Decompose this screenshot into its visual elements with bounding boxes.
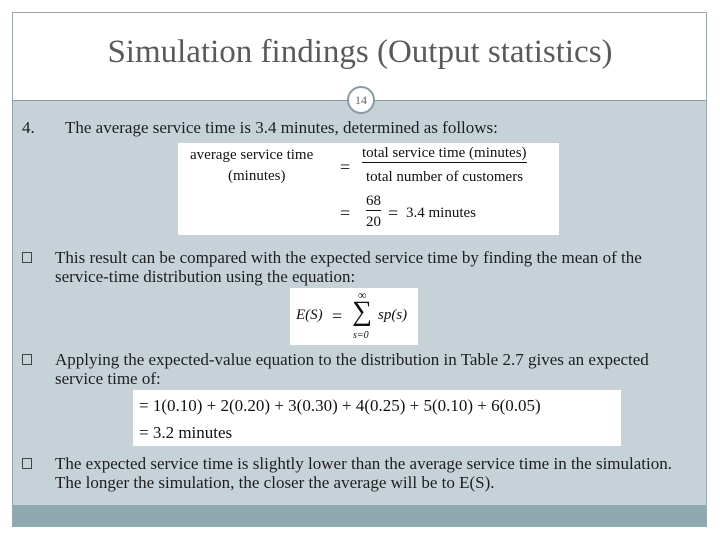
item-text: The expected service time is slightly lo… — [55, 454, 672, 492]
bullet — [22, 354, 32, 365]
item-text: The average service time is 3.4 minutes,… — [65, 118, 498, 137]
eq-text: 68 — [366, 193, 381, 211]
title: Simulation findings (Output statistics) — [107, 34, 613, 70]
equation: = 1(0.10) + 2(0.20) + 3(0.30) + 4(0.25) … — [133, 390, 621, 446]
eq-text: = — [332, 306, 343, 326]
eq-text: = 1(0.10) + 2(0.20) + 3(0.30) + 4(0.25) … — [139, 396, 541, 415]
item-text: Applying the expected-value equation to … — [55, 350, 649, 388]
eq-text: sp(s) — [378, 307, 408, 323]
eq-text: = — [340, 157, 351, 177]
bullet — [22, 252, 32, 263]
eq-text: total number of customers — [366, 169, 524, 185]
eq-text: = — [340, 203, 351, 223]
eq-text: average service time — [190, 147, 314, 163]
eq-text: = 3.2 minutes — [139, 423, 233, 442]
eq-text: total service time (minutes) — [362, 145, 527, 163]
item-text: This result can be compared with the exp… — [55, 248, 642, 286]
eq-text: 20 — [366, 214, 381, 230]
eq-text: 3.4 minutes — [406, 205, 476, 221]
eq-text: = — [388, 203, 399, 223]
eq-text: E(S) — [296, 307, 323, 323]
eq-text: ∑ — [352, 296, 372, 327]
eq-text: s=0 — [353, 330, 369, 341]
eq-text: ∞ — [358, 288, 367, 302]
bullet — [22, 458, 32, 469]
item-marker: 4. — [22, 118, 35, 137]
eq-text: (minutes) — [228, 168, 286, 184]
page-number: 14 — [347, 86, 375, 114]
equation: average service time (minutes) = total s… — [178, 143, 559, 235]
footer-bar — [13, 505, 706, 527]
equation: E(S) = ∞ ∑ s=0 sp(s) — [290, 288, 418, 345]
